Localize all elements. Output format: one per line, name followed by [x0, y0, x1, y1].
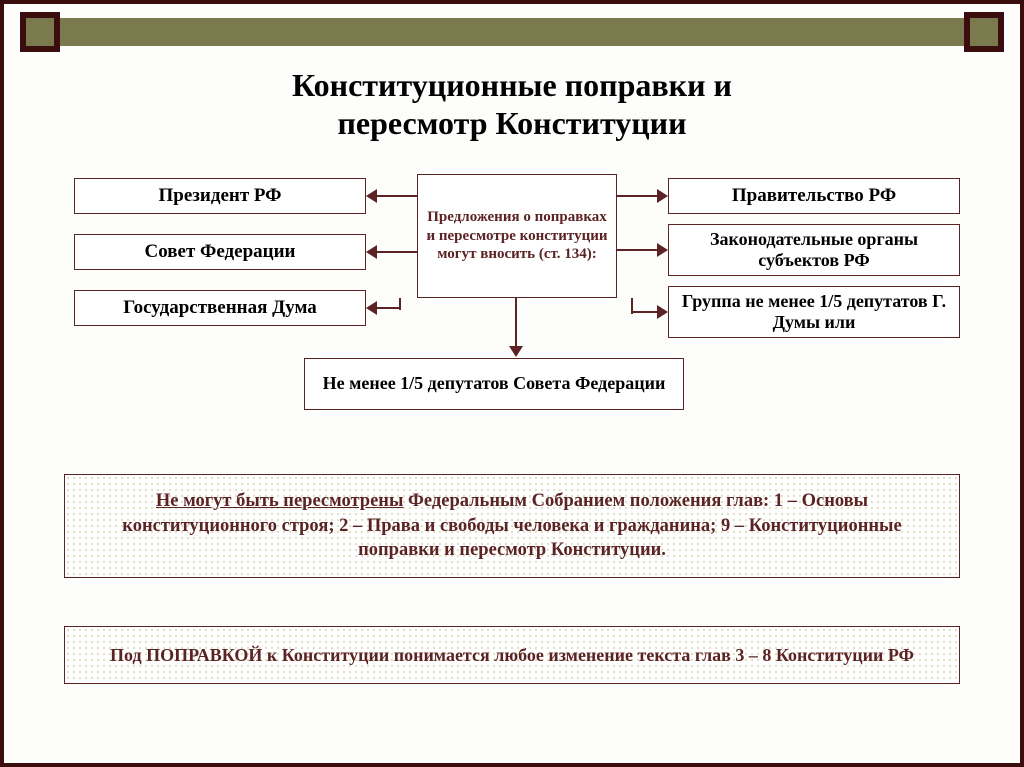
- info-panel-2: Под ПОПРАВКОЙ к Конституции понимается л…: [64, 626, 960, 684]
- right-box-2: Законодательные органы субъектов РФ: [668, 224, 960, 276]
- title-line-2: пересмотр Конституции: [4, 104, 1020, 142]
- panel2-text: Под ПОПРАВКОЙ к Конституции понимается л…: [110, 645, 914, 666]
- bottom-box: Не менее 1/5 депутатов Совета Федерации: [304, 358, 684, 410]
- panel1-underlined: Не могут быть пересмотрены: [156, 491, 403, 511]
- left-box-3: Государственная Дума: [74, 290, 366, 326]
- slide-title: Конституционные поправки и пересмотр Кон…: [4, 66, 1020, 143]
- left-box-1: Президент РФ: [74, 178, 366, 214]
- arrow-down: [515, 298, 517, 346]
- arrow-head-down: [509, 346, 523, 357]
- arrow-head-right-1: [657, 189, 668, 203]
- arrow-left-3-h: [377, 307, 401, 309]
- arrow-head-left-2: [366, 245, 377, 259]
- arrow-left-2: [377, 251, 417, 253]
- arrow-head-right-2: [657, 243, 668, 257]
- title-line-1: Конституционные поправки и: [4, 66, 1020, 104]
- decorative-top-bar: [22, 18, 1002, 46]
- arrow-head-right-3: [657, 305, 668, 319]
- arrow-right-3-h: [631, 311, 657, 313]
- info-panel-1: Не могут быть пересмотрены Федеральным С…: [64, 474, 960, 578]
- slide: Конституционные поправки и пересмотр Кон…: [0, 0, 1024, 767]
- right-box-3: Группа не менее 1/5 депутатов Г. Думы ил…: [668, 286, 960, 338]
- arrow-left-1: [377, 195, 417, 197]
- left-box-2: Совет Федерации: [74, 234, 366, 270]
- flowchart: Предложения о поправках и пересмотре кон…: [4, 172, 1020, 432]
- arrow-head-left-1: [366, 189, 377, 203]
- corner-square-right: [964, 12, 1004, 52]
- center-box: Предложения о поправках и пересмотре кон…: [417, 174, 617, 298]
- corner-square-left: [20, 12, 60, 52]
- arrow-head-left-3: [366, 301, 377, 315]
- arrow-right-2: [617, 249, 657, 251]
- right-box-1: Правительство РФ: [668, 178, 960, 214]
- arrow-right-1: [617, 195, 657, 197]
